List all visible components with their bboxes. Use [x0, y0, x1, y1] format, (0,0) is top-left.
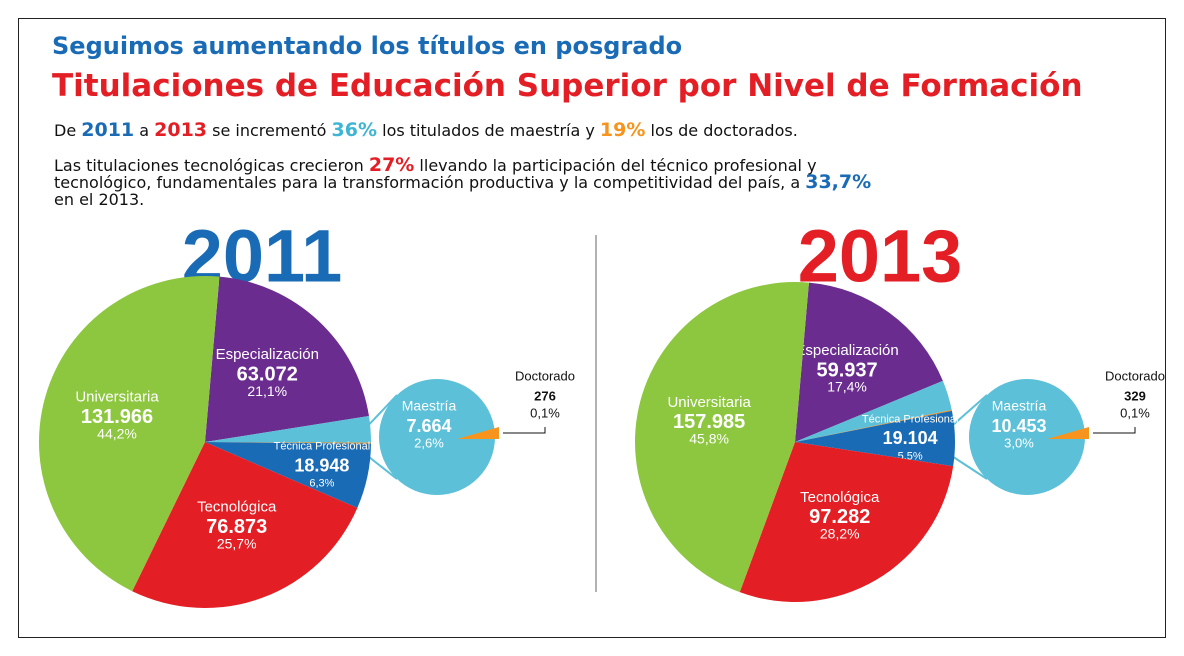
slice-value: 59.937 [816, 359, 877, 381]
text-segment: Las titulaciones tecnológicas crecieron [54, 156, 369, 175]
leader [1093, 427, 1136, 434]
slice-percent: 44,2% [97, 425, 137, 441]
slice-name: Doctorado [1105, 368, 1165, 383]
title: Titulaciones de Educación Superior por N… [52, 68, 1083, 104]
slice-percent: 6,3% [309, 478, 334, 490]
slice-percent: 2,6% [414, 435, 444, 450]
text-segment: 19% [599, 119, 646, 141]
chart-title: 2013 [798, 215, 963, 298]
slice-value: 276 [534, 388, 556, 403]
slice-value: 131.966 [81, 406, 153, 428]
text-segment: 27% [368, 154, 415, 176]
pie-slice [205, 416, 371, 443]
zoom-connector [951, 455, 988, 480]
slice-value: 19.104 [883, 428, 938, 448]
text-segment: se incrementó [207, 121, 332, 140]
slice-value: 18.948 [294, 456, 349, 476]
slice-name: Especialización [795, 342, 898, 359]
kicker: Seguimos aumentando los títulos en posgr… [52, 32, 683, 60]
slice-name: Especialización [216, 346, 319, 363]
text-segment: 36% [331, 119, 378, 141]
slice-percent: 28,2% [820, 525, 860, 541]
slice-value: 63.072 [237, 364, 298, 386]
slice-value: 157.985 [673, 411, 745, 433]
slice-name: Tecnológica [197, 499, 277, 516]
slice-percent: 17,4% [827, 379, 867, 395]
text-segment: a [134, 121, 155, 140]
slice-percent: 0,1% [1120, 405, 1150, 420]
text-segment: De [54, 121, 82, 140]
zoom-connector [366, 394, 398, 427]
text-segment: los de doctorados. [645, 121, 798, 140]
text-segment: 2011 [81, 119, 135, 141]
pie-slice [205, 276, 369, 442]
pie-slice [634, 282, 809, 593]
slice-value: 329 [1124, 388, 1146, 403]
paragraph: De 2011 a 2013 se incrementó 36% los tit… [54, 119, 954, 141]
slice-percent: 21,1% [247, 383, 287, 399]
doctorado-wedge [1047, 427, 1089, 439]
doctorado-wedge [457, 427, 499, 439]
pie-slice [205, 442, 371, 508]
pie-slice [795, 282, 943, 442]
pie-slice [39, 276, 220, 592]
slice-percent: 45,8% [689, 431, 729, 447]
slice-name: Universitaria [667, 394, 751, 411]
slice-name: Doctorado [515, 368, 575, 383]
zoom-circle [969, 379, 1085, 495]
slice-value: 7.664 [406, 416, 451, 436]
slice-name: Tecnológica [800, 489, 880, 506]
slice-percent: 0,1% [530, 405, 560, 420]
slice-name: Técnica Profesional [274, 441, 371, 453]
frame [18, 18, 1166, 638]
pie-slice [739, 442, 954, 602]
zoom-circle [379, 379, 495, 495]
text-segment: 2013 [154, 119, 208, 141]
leader [503, 427, 546, 434]
zoom-connector [367, 455, 398, 480]
slice-value: 10.453 [991, 416, 1046, 436]
slice-name: Maestría [992, 398, 1047, 414]
slice-percent: 3,0% [1004, 435, 1034, 450]
pie-slice [205, 442, 371, 444]
slice-value: 76.873 [206, 516, 267, 538]
text-segment: llevando la participación del técnico pr… [54, 156, 817, 192]
paragraph: Las titulaciones tecnológicas crecieron … [54, 154, 874, 209]
slice-name: Maestría [402, 398, 457, 414]
pie-slice [795, 380, 952, 442]
slice-name: Universitaria [75, 389, 159, 406]
pie-slice [795, 409, 952, 442]
zoom-connector [951, 394, 988, 427]
text-segment: los titulados de maestría y [377, 121, 600, 140]
slice-name: Técnica Profesional [862, 413, 959, 425]
text-segment: 33,7% [805, 171, 872, 193]
pie-slice [795, 410, 955, 467]
slice-percent: 25,7% [217, 535, 257, 551]
text-segment: en el 2013. [54, 190, 145, 209]
pie-slice [132, 442, 358, 608]
slice-value: 97.282 [809, 506, 870, 528]
